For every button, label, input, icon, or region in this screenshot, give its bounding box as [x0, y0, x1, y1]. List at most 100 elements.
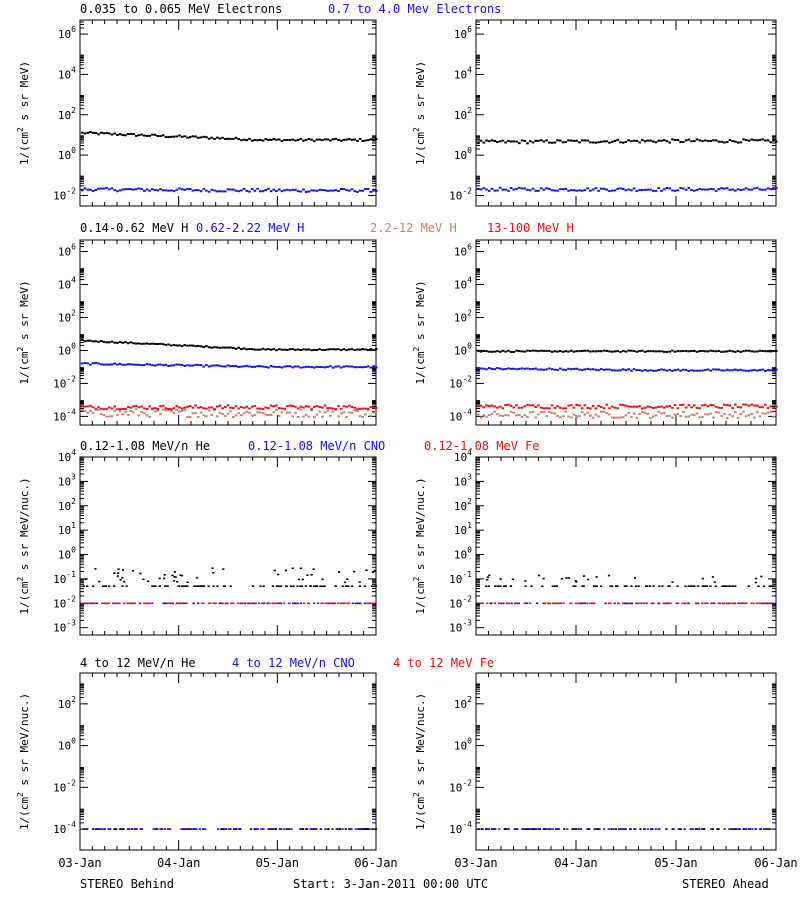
data-point [693, 414, 696, 416]
data-point [375, 348, 378, 351]
data-point [235, 828, 238, 830]
data-point [307, 602, 310, 605]
x-tick-label: 04-Jan [554, 856, 597, 870]
data-point [630, 140, 633, 143]
data-point [580, 407, 584, 410]
data-point [559, 406, 562, 409]
data-point [207, 190, 211, 193]
data-point [739, 189, 743, 191]
data-point [657, 350, 660, 353]
data-point [567, 189, 570, 192]
data-point [242, 412, 246, 415]
data-point [192, 602, 195, 605]
data-point [586, 139, 589, 142]
data-point [113, 572, 116, 574]
data-point [703, 350, 707, 353]
data-point [701, 416, 704, 419]
data-point [677, 828, 680, 830]
data-point [731, 415, 734, 418]
data-point [608, 190, 611, 192]
data-point [210, 413, 214, 416]
data-point [280, 585, 283, 587]
data-point [89, 363, 92, 366]
data-point [493, 350, 496, 353]
data-point [294, 405, 297, 408]
data-point [81, 362, 84, 365]
data-point [218, 190, 222, 193]
data-point [137, 187, 141, 190]
data-point [679, 140, 682, 143]
data-point [339, 602, 342, 605]
data-point [81, 189, 84, 192]
data-point [693, 189, 696, 192]
data-point [267, 828, 270, 830]
plot-frame [79, 239, 377, 426]
data-point [299, 602, 302, 605]
data-point [242, 347, 246, 350]
data-point [608, 407, 611, 410]
data-point [591, 368, 595, 371]
data-point [277, 188, 281, 191]
data-point [630, 602, 633, 605]
data-point [498, 350, 502, 353]
data-point [145, 414, 149, 417]
data-point [108, 132, 111, 135]
data-point [630, 585, 633, 587]
data-point [627, 368, 630, 371]
data-point [299, 828, 302, 830]
data-point [272, 188, 276, 191]
data-point [304, 585, 307, 587]
data-point [602, 187, 606, 190]
data-point [290, 828, 293, 830]
data-point [605, 188, 609, 191]
data-point [734, 403, 737, 406]
data-point [652, 189, 655, 192]
data-point [522, 828, 525, 830]
data-point [498, 405, 502, 408]
data-point [545, 368, 548, 371]
data-point [477, 367, 480, 370]
data-point [643, 369, 647, 371]
data-point [356, 190, 359, 193]
data-point [545, 828, 548, 830]
data-point [657, 139, 660, 142]
data-point [264, 138, 267, 141]
data-point [240, 602, 243, 605]
data-point [256, 828, 259, 830]
data-point [191, 189, 195, 192]
data-point [583, 404, 587, 407]
data-point [638, 405, 641, 408]
data-point [572, 350, 576, 353]
data-point [673, 350, 677, 353]
data-point [313, 189, 316, 192]
data-point [662, 602, 665, 605]
data-point [701, 188, 704, 191]
data-point [723, 828, 726, 830]
data-point [578, 414, 581, 417]
data-point [207, 346, 211, 349]
data-point [668, 414, 671, 417]
data-point [371, 602, 375, 605]
data-point [291, 138, 294, 141]
data-point [657, 410, 660, 413]
data-point [698, 187, 701, 190]
data-point [704, 585, 707, 587]
data-point [539, 411, 543, 414]
data-point [758, 415, 762, 418]
data-point [723, 187, 726, 190]
data-point [682, 411, 685, 413]
data-point [154, 585, 157, 587]
y-tick-label: 101 [454, 521, 472, 537]
data-point [129, 341, 133, 344]
data-point [768, 602, 771, 605]
data-point [725, 187, 729, 190]
data-point [627, 412, 630, 414]
data-point [671, 138, 674, 141]
data-point [356, 410, 359, 413]
data-point [613, 416, 617, 419]
data-point [369, 414, 373, 417]
data-point [650, 828, 653, 830]
data-point [766, 187, 770, 190]
data-point [121, 413, 125, 416]
data-point [597, 404, 600, 407]
